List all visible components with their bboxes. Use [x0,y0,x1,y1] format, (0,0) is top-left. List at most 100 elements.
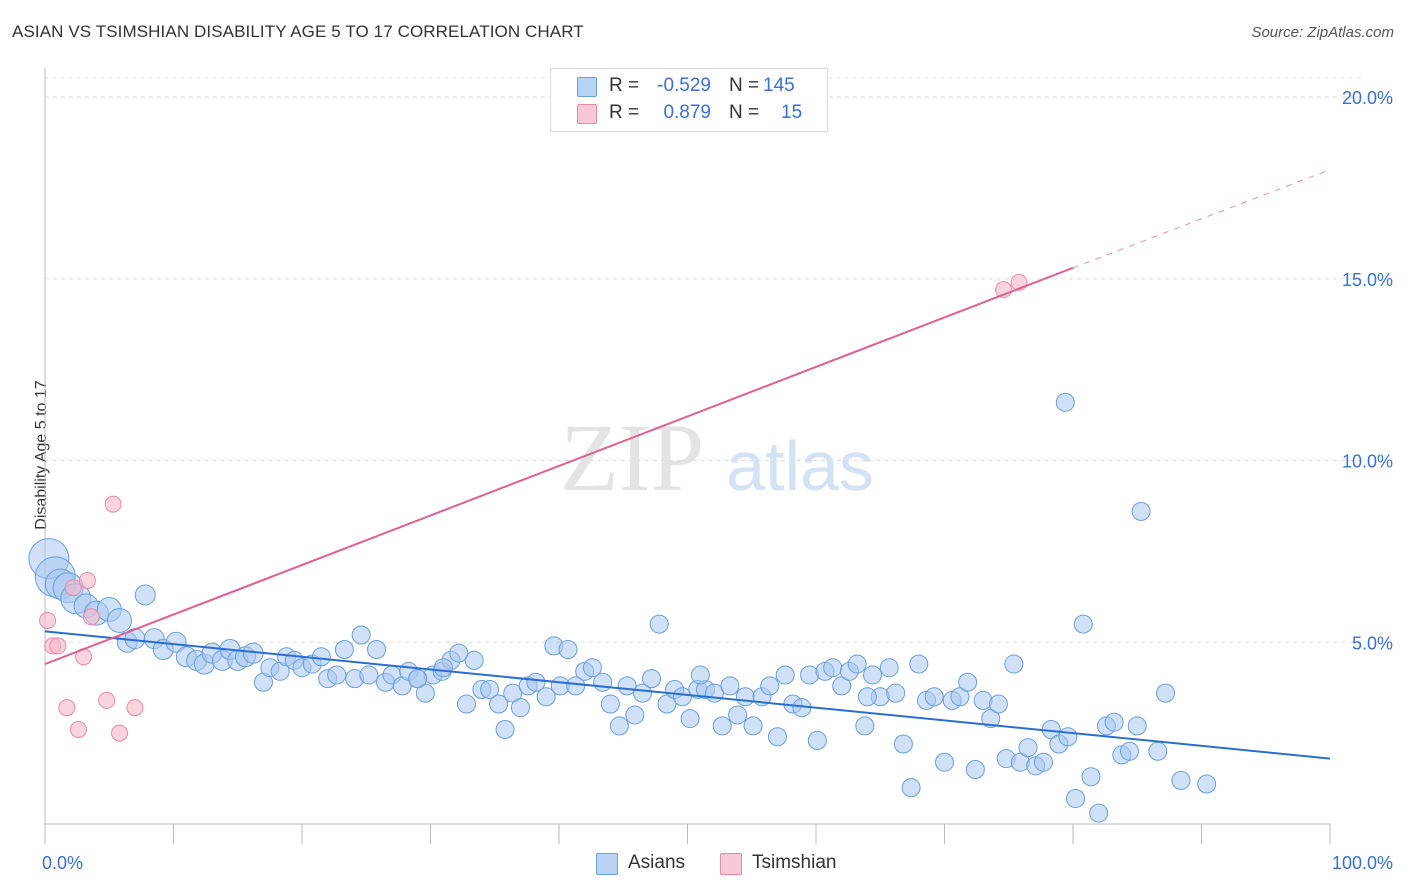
watermark: ZIP atlas [560,404,874,511]
data-point-asians [1033,752,1053,772]
data-point-asians [965,759,985,779]
y-tick-label: 20.0% [1342,88,1393,108]
legend-swatch-asians [577,77,597,97]
legend-box: R = -0.529 N = 145 R = 0.879 N = 15 [550,68,828,132]
data-point-asians [1073,614,1093,634]
legend-label-asians: Asians [628,852,686,873]
data-point-asians [464,650,484,670]
legend-swatch-tsimshian [577,104,597,124]
data-point-asians [935,752,954,772]
data-point-asians [536,687,556,707]
data-point-asians [600,694,620,714]
data-point-asians [735,687,755,707]
data-point-asians [1148,741,1168,761]
data-point-asians [1055,392,1075,412]
data-point-asians [690,665,710,685]
data-point-asians [649,614,669,634]
data-point-asians [134,584,156,606]
data-point-asians [1066,789,1086,809]
data-point-asians [988,694,1008,714]
legend-swatch-tsimshian [720,853,742,875]
data-point-asians [582,658,602,678]
axis-layer [44,68,1331,844]
data-point-asians [1127,716,1147,736]
watermark-zip: ZIP [560,404,704,511]
data-point-asians [847,654,867,674]
data-point-asians [609,716,629,736]
legend-r-value: 0.879 [663,102,711,123]
data-point-asians [1018,738,1038,758]
legend-n-label: N = [729,102,760,123]
data-point-asians [566,676,586,696]
data-point-asians [480,680,500,700]
data-point-tsimshian [49,637,67,655]
data-point-asians [449,643,469,663]
data-point-asians [351,625,371,645]
data-point-tsimshian [104,495,122,513]
data-point-asians [359,665,379,685]
data-point-asians [495,719,515,739]
data-point-asians [367,640,387,660]
data-point-asians [879,658,899,678]
data-point-asians [800,665,820,685]
trend-line-tsimshian [44,266,1074,665]
data-point-tsimshian [111,724,129,742]
legend-label-tsimshian: Tsimshian [752,852,837,873]
data-point-asians [680,709,700,729]
data-point-asians [909,654,929,674]
data-point-tsimshian [98,691,116,709]
trend-line-tsimshian [1072,169,1331,269]
data-point-asians [327,665,347,685]
data-point-asians [712,716,732,736]
data-point-asians [1004,654,1024,674]
series-tsimshian [39,273,1028,742]
data-point-asians [886,683,906,703]
data-point-tsimshian [64,579,82,597]
y-tick-label: 5.0% [1352,633,1393,653]
data-point-asians [973,690,993,710]
data-point-asians [1104,712,1124,732]
data-point-tsimshian [69,720,87,738]
data-point-asians [672,687,692,707]
y-tick-label: 10.0% [1342,452,1393,472]
data-point-tsimshian [82,608,100,626]
grid-layer [45,77,1365,643]
data-point-tsimshian [126,699,144,717]
data-point-asians [893,734,913,754]
watermark-atlas: atlas [726,427,874,505]
data-point-asians [1156,683,1176,703]
data-point-asians [1120,741,1140,761]
data-point-asians [728,705,748,725]
trend-line-asians [44,630,1331,760]
data-point-tsimshian [58,699,76,717]
legend-n-label: N = [729,75,760,96]
data-point-asians [633,683,653,703]
data-point-asians [760,676,780,696]
data-point-asians [863,665,883,685]
data-point-asians [456,694,476,714]
data-point-asians [489,694,509,714]
data-point-asians [311,647,331,667]
data-point-asians [855,716,875,736]
legend-n-value: 15 [781,102,803,123]
tick-labels: 5.0% 10.0% 15.0% 20.0% 0.0% 100.0% [42,88,1393,873]
data-point-asians [334,640,354,660]
data-point-tsimshian [78,571,96,589]
data-point-asians [408,669,428,689]
chart-title: ASIAN VS TSIMSHIAN DISABILITY AGE 5 TO 1… [12,22,584,41]
data-point-asians [107,607,133,633]
data-point-asians [807,730,827,750]
legend-r-label: R = [609,75,640,96]
data-point-asians [1081,767,1101,787]
data-point-asians [510,698,530,718]
data-point-asians [1058,727,1078,747]
data-point-asians [1131,501,1151,521]
data-point-asians [823,658,843,678]
y-tick-label: 15.0% [1342,270,1393,290]
data-point-asians [433,658,453,678]
data-point-asians [901,778,921,798]
data-point-asians [558,640,578,660]
x-tick-label: 0.0% [42,853,83,873]
source-label: Source: ZipAtlas.com [1251,24,1394,41]
